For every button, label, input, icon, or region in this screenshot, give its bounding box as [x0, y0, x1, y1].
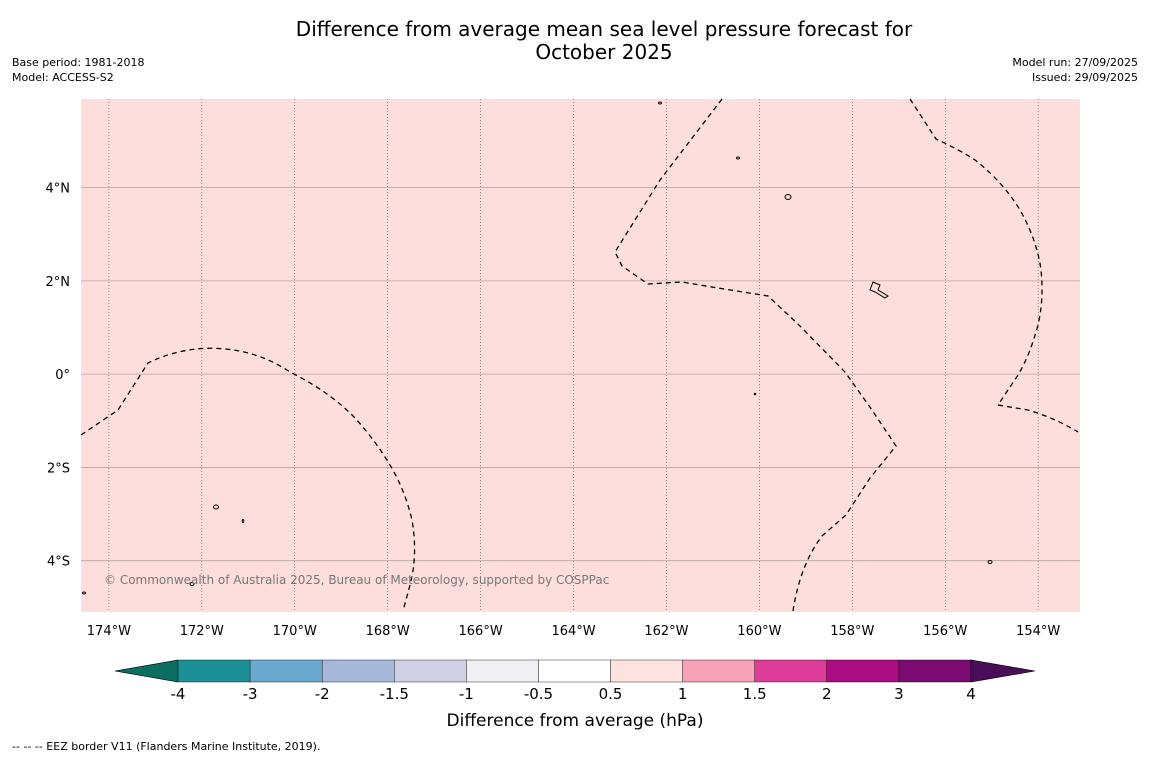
longitude-label: 164°W	[551, 624, 595, 639]
colorbar-segment	[177, 659, 251, 683]
longitude-label: 158°W	[830, 624, 874, 639]
eez-border-west	[80, 347, 416, 612]
longitude-label: 172°W	[180, 624, 224, 639]
colorbar-segment	[610, 659, 683, 683]
latitude-label: 4°S	[47, 555, 70, 570]
longitude-label: 168°W	[366, 624, 410, 639]
island	[241, 519, 245, 523]
base-period-label: Base period: 1981-2018	[12, 56, 145, 69]
latitude-label: 2°S	[47, 461, 70, 476]
colorbar-tick-label: -3	[243, 685, 258, 703]
island	[784, 194, 792, 200]
metadata-left: Base period: 1981-2018 Model: ACCESS-S2	[12, 55, 144, 85]
colorbar-low-extend	[114, 659, 179, 683]
colorbar-segment	[466, 659, 539, 683]
longitude-label: 154°W	[1016, 624, 1060, 639]
island	[987, 560, 993, 564]
colorbar-segment	[826, 659, 900, 683]
colorbar-tick-label: 0.5	[599, 685, 623, 703]
title-line-2: October 2025	[535, 40, 673, 64]
colorbar-segment	[321, 659, 395, 683]
latitude-label: 0°	[55, 368, 70, 383]
title-line-1: Difference from average mean sea level p…	[295, 17, 913, 41]
colorbar-tick-label: -1.5	[380, 685, 409, 703]
colorbar	[114, 659, 1036, 683]
eez-borders	[80, 98, 1079, 612]
map-panel	[81, 99, 1080, 612]
colorbar-tick-label: 1	[678, 685, 688, 703]
coastlines	[82, 101, 993, 595]
longitude-label: 160°W	[737, 624, 781, 639]
latitude-label: 4°N	[46, 182, 71, 197]
colorbar-title: Difference from average (hPa)	[447, 711, 704, 731]
model-run-label: Model run: 27/09/2025	[1012, 56, 1138, 69]
colorbar-segment	[754, 659, 828, 683]
colorbar-tick-label: 1.5	[743, 685, 767, 703]
colorbar-segment	[682, 659, 755, 683]
colorbar-tick-label: 3	[894, 685, 904, 703]
longitude-label: 170°W	[273, 624, 317, 639]
island	[82, 591, 86, 595]
issued-label: Issued: 29/09/2025	[1031, 71, 1138, 84]
longitude-labels: 174°W 172°W 170°W 168°W 166°W 164°W 162°W 160°W…	[87, 624, 1061, 639]
colorbar-segment	[898, 659, 972, 683]
longitude-label: 166°W	[459, 624, 503, 639]
island	[189, 582, 195, 586]
longitude-label: 156°W	[923, 624, 967, 639]
colorbar-tick-label: 2	[822, 685, 832, 703]
colorbar-tick-label: -0.5	[524, 685, 553, 703]
eez-legend-note: -- -- -- EEZ border V11 (Flanders Marine…	[12, 740, 321, 753]
longitude-label: 162°W	[644, 624, 688, 639]
island	[753, 392, 757, 396]
latitude-label: 2°N	[46, 275, 71, 290]
island	[736, 156, 740, 160]
eez-border-central	[614, 98, 897, 612]
longitude-label: 174°W	[87, 624, 131, 639]
colorbar-tick-label: 4	[966, 685, 976, 703]
colorbar-segment	[538, 659, 611, 683]
graticule	[81, 99, 1080, 612]
colorbar-tick-labels: -4 -3 -2 -1.5 -1 -0.5 0.5 1 1.5 2 3 4	[171, 685, 976, 703]
copyright-notice: © Commonwealth of Australia 2025, Bureau…	[104, 573, 609, 587]
colorbar-segment	[249, 659, 323, 683]
chart-title: Difference from average mean sea level p…	[0, 18, 1150, 64]
eez-border-east	[909, 98, 1079, 433]
latitude-labels: 4°N 2°N 0° 2°S 4°S	[46, 182, 71, 570]
colorbar-tick-label: -1	[459, 685, 474, 703]
colorbar-tick-label: -2	[315, 685, 330, 703]
model-label: Model: ACCESS-S2	[12, 71, 114, 84]
colorbar-segment	[394, 659, 467, 683]
colorbar-high-extend	[970, 659, 1036, 683]
island	[658, 101, 662, 105]
island-kiritimati	[869, 281, 889, 299]
metadata-right: Model run: 27/09/2025 Issued: 29/09/2025	[1012, 55, 1138, 85]
colorbar-tick-label: -4	[171, 685, 186, 703]
island	[213, 504, 219, 510]
